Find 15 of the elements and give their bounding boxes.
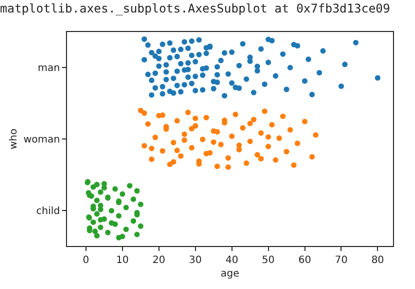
x-tick-label: 10 xyxy=(116,255,129,266)
chart-title: matplotlib.axes._subplots.AxesSubplot at 0x7fb3d13ce09 xyxy=(0,2,390,16)
y-axis-title: who xyxy=(8,128,20,150)
x-tick-label: 60 xyxy=(298,255,312,266)
x-tick-label: 30 xyxy=(188,255,202,266)
y-tick-label: child xyxy=(36,206,60,217)
y-tick-label: woman xyxy=(23,134,60,146)
y-tick-label: man xyxy=(38,63,60,74)
x-tick-label: 80 xyxy=(371,255,384,266)
x-tick-label: 40 xyxy=(225,255,238,266)
x-tick-label: 20 xyxy=(152,255,166,266)
x-tick-label: 70 xyxy=(334,255,348,266)
x-tick-label: 50 xyxy=(262,255,275,266)
x-tick-label: 0 xyxy=(82,255,90,266)
x-axis-title: age xyxy=(220,268,240,280)
